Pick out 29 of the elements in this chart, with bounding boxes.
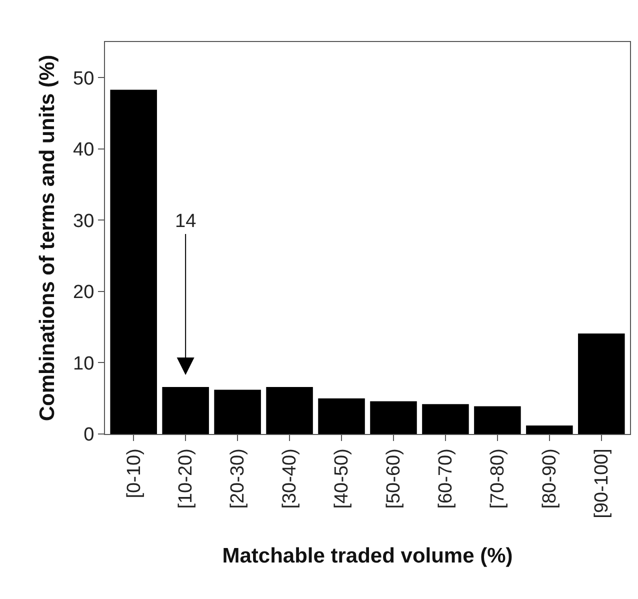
bar — [526, 425, 573, 434]
x-tick-label: [30-40) — [280, 448, 301, 509]
y-tick-label: 10 — [73, 353, 94, 374]
x-tick-label: [50-60) — [384, 448, 405, 509]
x-tick-label: [90-100] — [592, 448, 613, 518]
annotation: 14 — [175, 211, 197, 232]
x-axis-title: Matchable traded volume (%) — [222, 544, 513, 568]
bar — [162, 386, 209, 434]
bar — [214, 390, 261, 434]
x-tick-label: [70-80) — [488, 448, 509, 509]
x-tick-label: [60-70) — [436, 448, 457, 509]
bar — [110, 90, 157, 434]
bar — [422, 404, 469, 434]
x-tick-label: [40-50) — [332, 448, 353, 509]
x-tick-label: [0-10) — [124, 448, 145, 498]
bar — [474, 406, 521, 434]
y-tick-label: 0 — [84, 424, 94, 446]
bar — [370, 401, 417, 434]
y-tick-label: 20 — [73, 282, 94, 304]
bar — [266, 386, 313, 434]
y-tick-label: 50 — [73, 68, 94, 90]
x-tick-label: [10-20) — [176, 448, 197, 509]
x-tick-label: [20-30) — [228, 448, 249, 509]
bar — [578, 334, 625, 434]
y-tick-label: 30 — [73, 210, 94, 232]
bar — [318, 398, 365, 434]
y-tick-label: 40 — [73, 140, 94, 161]
x-tick-label: [80-90) — [540, 448, 561, 509]
y-axis-title: Combinations of terms and units (%) — [36, 54, 60, 422]
